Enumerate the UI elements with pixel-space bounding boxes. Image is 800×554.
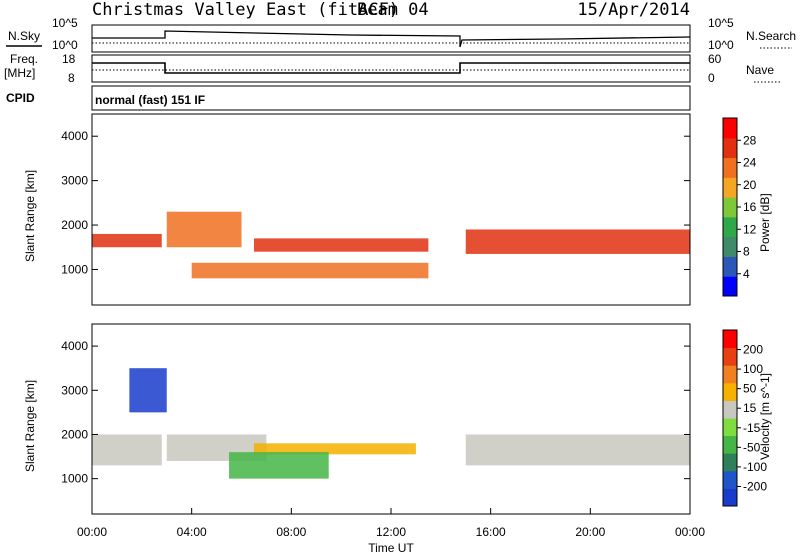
power-colorbar-tick-1: 24 xyxy=(743,156,757,170)
power-band-2 xyxy=(253,238,429,252)
freq-trace xyxy=(92,62,690,74)
power-ytick-label-1: 2000 xyxy=(61,218,88,232)
velocity-colorbar-segment-0 xyxy=(723,488,737,507)
velocity-colorbar-segment-6 xyxy=(723,382,737,401)
power-colorbar-tick-2: 20 xyxy=(743,178,757,192)
velocity-colorbar-segment-1 xyxy=(723,470,737,489)
beam-label: Beam 04 xyxy=(357,0,429,20)
freq-label: Freq. xyxy=(10,52,38,66)
xtick-label-4: 16:00 xyxy=(476,525,506,539)
power-colorbar-segment-8 xyxy=(723,118,737,139)
power-colorbar-segment-6 xyxy=(723,157,737,178)
velocity-band-3 xyxy=(229,452,329,479)
noise-panel: N.Sky 10^5 10^0 10^5 10^0 N.Search xyxy=(6,16,796,53)
power-band-0 xyxy=(92,233,162,248)
xtick-label-0: 00:00 xyxy=(77,525,107,539)
nave-tick-top: 60 xyxy=(708,52,722,66)
power-heatmap: Slant Range [km] 1000 2000 3000 4000 xyxy=(23,113,691,306)
power-colorbar-segment-2 xyxy=(723,236,737,257)
velocity-colorbar-label: Velocity [m s^-1] xyxy=(758,373,772,460)
power-band-1 xyxy=(166,211,242,248)
xtick-label-3: 12:00 xyxy=(376,525,406,539)
x-axis-label: Time UT xyxy=(368,541,414,554)
velocity-colorbar-segment-3 xyxy=(723,435,737,454)
velocity-colorbar-tick-1: 100 xyxy=(743,362,763,376)
date-label: 15/Apr/2014 xyxy=(577,0,690,20)
xtick-label-6: 00:00 xyxy=(675,525,705,539)
noise-tick-left-top: 10^5 xyxy=(52,16,78,30)
xtick-label-2: 08:00 xyxy=(276,525,306,539)
power-colorbar-segment-1 xyxy=(723,256,737,277)
freq-unit: [MHz] xyxy=(4,66,35,80)
noise-tick-left-bottom: 10^0 xyxy=(52,38,78,52)
power-band-3 xyxy=(191,262,429,279)
power-colorbar-segment-5 xyxy=(723,177,737,198)
power-band-4 xyxy=(465,229,690,254)
velocity-band-4 xyxy=(465,434,690,466)
noise-tick-right-top: 10^5 xyxy=(708,16,734,30)
power-colorbar-tick-3: 16 xyxy=(743,200,757,214)
velocity-band-2 xyxy=(253,443,416,455)
velocity-y-axis-label: Slant Range [km] xyxy=(23,380,37,472)
power-y-axis-label: Slant Range [km] xyxy=(23,170,37,262)
freq-tick-top: 18 xyxy=(62,52,76,66)
freq-panel: Freq. [MHz] 18 8 60 0 Nave CPID xyxy=(4,52,780,105)
power-colorbar-tick-0: 28 xyxy=(743,133,757,147)
power-colorbar-segment-0 xyxy=(723,276,737,297)
velocity-colorbar-frame xyxy=(722,329,738,507)
velocity-colorbar-tick-3: 15 xyxy=(743,401,757,415)
power-ytick-label-3: 4000 xyxy=(61,129,88,143)
freq-tick-bottom: 8 xyxy=(68,71,75,85)
velocity-heatmap: Slant Range [km] 1000 2000 3000 4000 00:00 0… xyxy=(23,323,705,554)
power-colorbar-tick-5: 8 xyxy=(743,245,750,259)
velocity-colorbar-segment-7 xyxy=(723,365,737,384)
velocity-ytick-label-3: 4000 xyxy=(61,339,88,353)
power-colorbar-segment-4 xyxy=(723,197,737,218)
velocity-colorbar-segment-2 xyxy=(723,453,737,472)
velocity-colorbar-segment-8 xyxy=(723,347,737,366)
power-colorbar-tick-4: 12 xyxy=(743,222,757,236)
velocity-ytick-label-0: 1000 xyxy=(61,472,88,486)
velocity-ytick-label-1: 2000 xyxy=(61,427,88,441)
velocity-colorbar-tick-7: -200 xyxy=(743,479,767,493)
velocity-colorbar-tick-2: 50 xyxy=(743,382,757,396)
power-ytick-label-0: 1000 xyxy=(61,262,88,276)
xtick-label-1: 04:00 xyxy=(177,525,207,539)
velocity-colorbar: 200 100 50 15 -15 -50 -100 -200 xyxy=(722,329,767,507)
nsearch-label: N.Search xyxy=(746,29,796,43)
velocity-colorbar-segment-5 xyxy=(723,400,737,419)
velocity-band-0 xyxy=(92,434,162,466)
cpid-text: normal (fast) 151 IF xyxy=(95,93,205,107)
velocity-colorbar-tick-0: 200 xyxy=(743,343,763,357)
velocity-colorbar-tick-6: -100 xyxy=(743,460,767,474)
cpid-label: CPID xyxy=(6,91,35,105)
velocity-colorbar-tick-4: -15 xyxy=(743,421,761,435)
power-colorbar-segment-3 xyxy=(723,216,737,238)
power-colorbar-tick-6: 4 xyxy=(743,267,750,281)
nave-tick-bottom: 0 xyxy=(708,71,715,85)
cpid-panel: normal (fast) 151 IF xyxy=(91,85,691,111)
noise-tick-right-bottom: 10^0 xyxy=(708,38,734,52)
power-colorbar-label: Power [dB] xyxy=(758,193,772,252)
nsky-trace xyxy=(92,30,691,48)
nave-label: Nave xyxy=(746,63,774,77)
velocity-colorbar-segment-9 xyxy=(723,330,737,349)
velocity-colorbar-tick-5: -50 xyxy=(743,440,761,454)
nsky-label: N.Sky xyxy=(8,29,40,43)
velocity-colorbar-segment-4 xyxy=(723,418,737,437)
xtick-label-5: 20:00 xyxy=(575,525,605,539)
velocity-band-5 xyxy=(129,368,167,413)
power-ytick-label-2: 3000 xyxy=(61,174,88,188)
velocity-ytick-label-2: 3000 xyxy=(61,383,88,397)
chart-title: Christmas Valley East (fitACF) xyxy=(92,0,399,20)
power-colorbar-segment-7 xyxy=(723,137,737,159)
power-colorbar: 28 24 20 16 12 8 4 xyxy=(722,117,757,297)
